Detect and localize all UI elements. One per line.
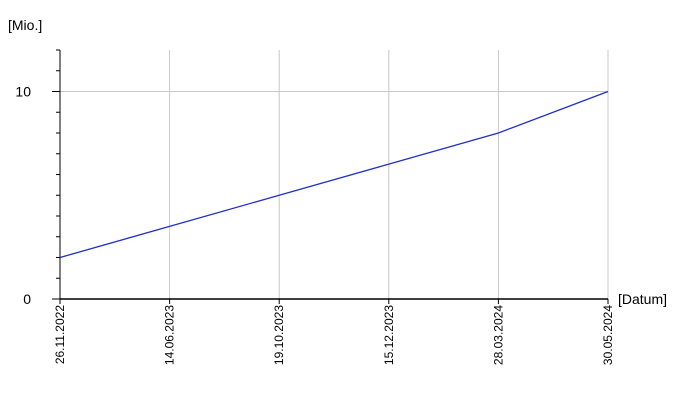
x-tick-label: 15.12.2023: [382, 305, 396, 365]
y-tick-label: 10: [15, 84, 31, 100]
x-tick-label: 30.05.2024: [601, 305, 615, 365]
y-tick-label: 0: [23, 291, 31, 307]
x-tick-label: 26.11.2022: [53, 305, 67, 364]
x-tick-label: 28.03.2024: [491, 305, 505, 365]
line-series: [59, 90, 609, 259]
y-axis-label: [Mio.]: [8, 17, 42, 33]
x-tick-label: 14.06.2023: [163, 305, 177, 365]
x-axis-label: [Datum]: [618, 291, 667, 307]
x-tick-label: 19.10.2023: [272, 305, 286, 365]
